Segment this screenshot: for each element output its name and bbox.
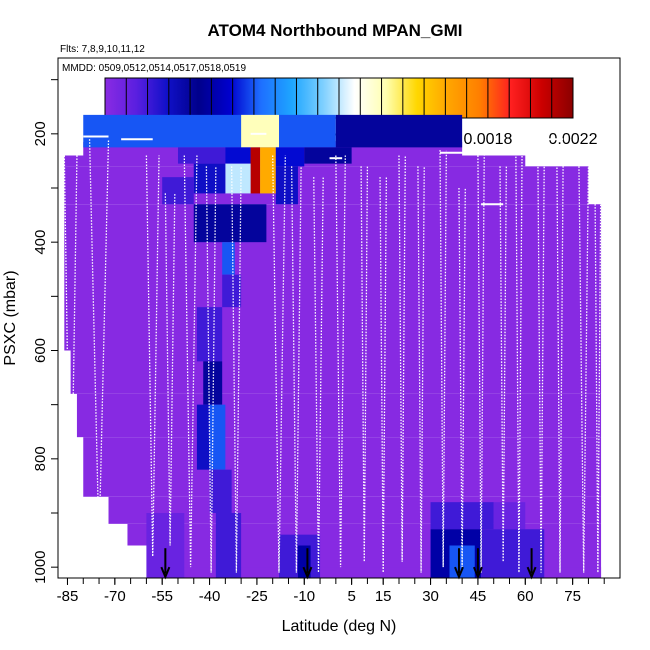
flight-leg (205, 166, 217, 573)
flight-leg (537, 160, 545, 573)
heatmap-cell (260, 147, 276, 194)
x-tick-label: 75 (564, 588, 581, 605)
heatmap-cell (83, 114, 336, 148)
y-tick-label: 400 (32, 230, 49, 255)
domain-cell (64, 166, 589, 205)
x-tick-label: 15 (375, 588, 392, 605)
heatmap-cell (225, 147, 251, 164)
profile-arrowhead (160, 566, 171, 580)
profile-arrowhead (526, 566, 537, 580)
heatmap-cell (209, 469, 232, 513)
domain-cell (70, 350, 602, 394)
x-axis-label: Latitude (deg N) (282, 618, 397, 635)
heatmap-cell (241, 114, 280, 148)
colorbar-tick-label: 0.0018 (463, 131, 512, 148)
flight-leg (417, 166, 425, 573)
profile-arrowhead (454, 566, 464, 580)
domain-cell (159, 567, 602, 578)
profile-arrowhead (302, 566, 313, 580)
y-tick-label: 1000 (32, 550, 49, 583)
heatmap-cell (193, 163, 226, 194)
heatmap-cell (275, 147, 305, 167)
dates-label: MMDD: 0509,0512,0514,0517,0518,0519 (62, 63, 246, 74)
profile-arrowhead (472, 566, 483, 580)
heatmap-cell (275, 166, 298, 205)
heatmap-cell (177, 147, 226, 164)
x-tick-label: 60 (517, 588, 534, 605)
flight-leg (335, 155, 346, 568)
flight-leg (439, 150, 447, 568)
flight-leg (63, 155, 78, 568)
heatmap-cell (196, 307, 223, 362)
x-tick-label: 45 (470, 588, 487, 605)
heatmap-cell (222, 242, 235, 275)
heatmap-cell (225, 163, 251, 194)
heatmap-cell (203, 361, 223, 405)
y-axis-label: PSXC (mbar) (2, 270, 19, 365)
flight-leg (556, 155, 564, 573)
colorbar-tick-label: 0.0022 (549, 131, 598, 148)
profile-arrows (160, 548, 537, 580)
y-tick-label: 200 (32, 121, 49, 146)
flight-leg (272, 155, 286, 573)
heatmap-cell (193, 204, 267, 243)
x-tick-label: 30 (422, 588, 439, 605)
x-tick-label: 5 (347, 588, 355, 605)
flight-leg (477, 155, 485, 573)
flight-leg (458, 187, 466, 568)
x-tick-label: -70 (104, 588, 126, 605)
flight-leg (398, 155, 406, 562)
flight-leg (231, 166, 242, 573)
heatmap-cell (209, 404, 226, 470)
flight-leg (183, 155, 198, 568)
heatmap-cell (222, 274, 242, 308)
chart-title: ATOM4 Northbound MPAN_GMI (208, 21, 463, 40)
y-axis: 200 400 600 800 1000 (32, 79, 58, 584)
heatmap-cell (196, 404, 210, 470)
domain-cell (64, 204, 602, 351)
y-tick-label: 600 (32, 338, 49, 363)
x-tick-label: -10 (293, 588, 315, 605)
x-tick-label: -85 (57, 588, 79, 605)
x-tick-label: -55 (151, 588, 173, 605)
colorbar (104, 77, 574, 119)
heatmap-cell (162, 177, 194, 205)
domain-cell (83, 437, 602, 497)
flight-leg (578, 166, 590, 573)
heatmap-cell (250, 147, 261, 194)
x-tick-label: -40 (199, 588, 221, 605)
plot-frame (57, 57, 621, 579)
flights-label: Flts: 7,8,9,10,11,12 (60, 44, 145, 55)
flight-profiles (63, 132, 602, 573)
domain-cell (76, 393, 602, 438)
heatmap-cell (304, 147, 352, 164)
y-tick-label: 800 (32, 446, 49, 471)
heatmap-cell (335, 114, 463, 148)
x-tick-label: -25 (246, 588, 268, 605)
flight-leg (290, 166, 302, 573)
flight-leg (88, 139, 110, 546)
heatmap-cell (493, 502, 526, 530)
flight-leg (164, 193, 176, 546)
x-axis: -85 -70 -55 -40 -25 -10 5 15 30 45 60 75 (57, 578, 605, 605)
